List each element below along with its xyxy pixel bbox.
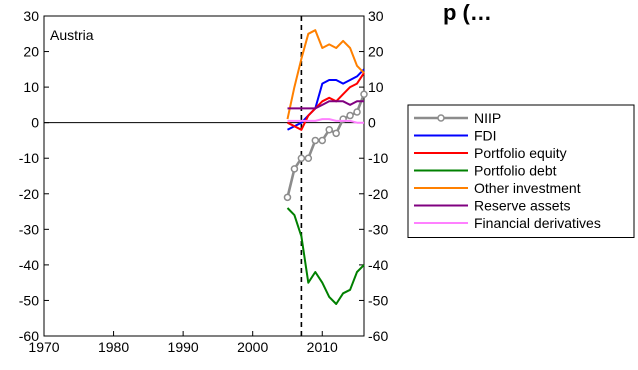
series-line-portfolio-equity xyxy=(287,72,365,131)
series-group xyxy=(283,29,368,305)
y-tick-label-left: 20 xyxy=(23,44,39,60)
y-tick-label-left: 0 xyxy=(31,115,39,131)
x-tick-label: 1980 xyxy=(98,339,129,355)
series-point-niip xyxy=(311,136,320,145)
series-point-niip xyxy=(283,193,292,202)
y-tick-label-left: -10 xyxy=(19,150,39,166)
y-tick-label-right: -40 xyxy=(368,257,388,273)
reference-lines xyxy=(44,16,364,336)
legend-label-fdi: FDI xyxy=(474,128,497,144)
legend-label-portfolio-debt: Portfolio debt xyxy=(474,163,557,179)
y-tick-label-left: 10 xyxy=(23,79,39,95)
legend-label-niip: NIIP xyxy=(474,110,501,126)
y-tick-label-left: -60 xyxy=(19,328,39,344)
series-point-niip xyxy=(290,165,299,173)
series-line-other-investment xyxy=(286,29,365,120)
legend-label-portfolio-equity: Portfolio equity xyxy=(474,145,567,161)
y-tick-label-right: -60 xyxy=(368,328,388,344)
series-point-niip xyxy=(360,90,368,98)
series-line-reserve-assets xyxy=(287,100,364,110)
series-line-niip xyxy=(286,93,366,198)
x-tick-label: 2010 xyxy=(307,339,338,355)
series-point-niip xyxy=(325,126,333,134)
y-tick-label-right: -20 xyxy=(368,186,388,202)
legend-label-other-investment: Other investment xyxy=(474,180,581,196)
y-tick-label-left: -40 xyxy=(19,257,39,273)
series-line-portfolio-debt xyxy=(286,207,365,305)
y-tick-label-right: -50 xyxy=(368,292,388,308)
series-point-niip xyxy=(304,154,313,162)
y-tick-label-right: -30 xyxy=(368,221,388,237)
y-tick-label-right: 30 xyxy=(368,8,384,24)
y-tick-label-right: 10 xyxy=(368,79,384,95)
y-tick-label-left: -50 xyxy=(19,292,39,308)
x-tick-label: 1990 xyxy=(168,339,199,355)
plot-frame xyxy=(43,15,365,337)
y-tick-label-right: 0 xyxy=(368,115,376,131)
y-tick-label-right: -10 xyxy=(368,150,388,166)
series-point-niip xyxy=(297,154,306,162)
x-tick-label: 2000 xyxy=(237,339,268,355)
series-point-niip xyxy=(353,108,361,116)
x-tick-label: 1970 xyxy=(28,339,59,355)
series-line-financial-derivatives xyxy=(287,118,364,124)
y-tick-label-left: -30 xyxy=(19,221,39,237)
legend-label-reserve-assets: Reserve assets xyxy=(474,198,570,214)
series-point-niip xyxy=(346,111,354,120)
series-point-niip xyxy=(332,129,340,138)
panel-label: Austria xyxy=(50,27,94,43)
y-tick-label-left: -20 xyxy=(19,186,39,202)
legend-label-financial-derivatives: Financial derivatives xyxy=(474,215,601,231)
y-tick-label-left: 30 xyxy=(23,8,39,24)
legend-marker-niip xyxy=(437,114,445,122)
y-tick-label-right: 20 xyxy=(368,44,384,60)
series-point-niip xyxy=(318,136,327,145)
series-line-fdi xyxy=(287,68,365,131)
chart-title: p (… xyxy=(443,0,492,25)
